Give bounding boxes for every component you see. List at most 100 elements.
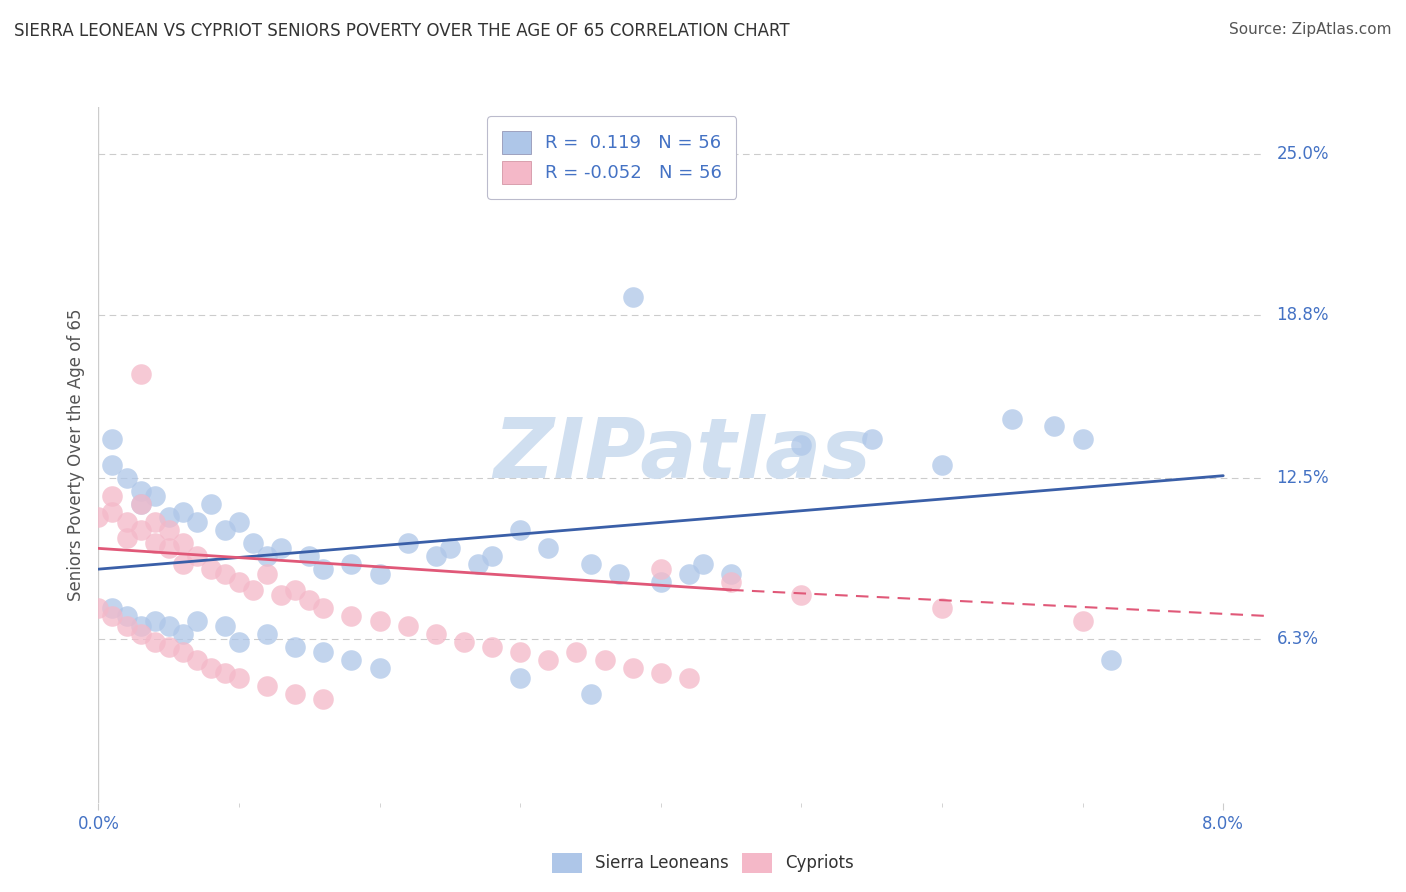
Point: [720, 575, 742, 590]
Point: [481, 640, 503, 654]
Point: [87, 601, 110, 615]
Point: [692, 557, 714, 571]
Point: [1001, 411, 1024, 425]
Y-axis label: Seniors Poverty Over the Age of 65: Seniors Poverty Over the Age of 65: [66, 309, 84, 601]
Point: [312, 562, 335, 576]
Point: [256, 627, 278, 641]
Point: [172, 557, 194, 571]
Text: ZIPatlas: ZIPatlas: [494, 415, 870, 495]
Point: [621, 661, 644, 675]
Point: [172, 505, 194, 519]
Point: [129, 497, 152, 511]
Point: [256, 679, 278, 693]
Text: SIERRA LEONEAN VS CYPRIOT SENIORS POVERTY OVER THE AGE OF 65 CORRELATION CHART: SIERRA LEONEAN VS CYPRIOT SENIORS POVERT…: [14, 22, 790, 40]
Text: 25.0%: 25.0%: [1277, 145, 1329, 162]
Point: [214, 567, 236, 582]
Point: [270, 541, 292, 556]
Point: [621, 289, 644, 303]
Point: [678, 567, 700, 582]
Point: [509, 523, 531, 537]
Point: [228, 516, 250, 530]
Point: [101, 505, 124, 519]
Text: Source: ZipAtlas.com: Source: ZipAtlas.com: [1229, 22, 1392, 37]
Point: [172, 627, 194, 641]
Point: [186, 549, 208, 564]
Point: [200, 562, 222, 576]
Point: [678, 671, 700, 685]
Point: [200, 661, 222, 675]
Point: [790, 437, 813, 451]
Point: [284, 640, 307, 654]
Point: [1099, 653, 1122, 667]
Point: [593, 653, 616, 667]
Point: [101, 608, 124, 623]
Point: [650, 562, 672, 576]
Text: 18.8%: 18.8%: [1277, 306, 1329, 324]
Point: [1071, 433, 1094, 447]
Point: [537, 541, 560, 556]
Point: [115, 531, 138, 545]
Point: [720, 567, 742, 582]
Point: [650, 575, 672, 590]
Point: [1071, 614, 1094, 628]
Point: [186, 653, 208, 667]
Point: [242, 536, 264, 550]
Point: [143, 614, 166, 628]
Point: [157, 640, 180, 654]
Point: [115, 608, 138, 623]
Point: [312, 645, 335, 659]
Point: [157, 523, 180, 537]
Point: [115, 619, 138, 633]
Legend: Sierra Leoneans, Cypriots: Sierra Leoneans, Cypriots: [546, 847, 860, 880]
Point: [607, 567, 630, 582]
Point: [214, 619, 236, 633]
Point: [312, 692, 335, 706]
Point: [298, 549, 321, 564]
Text: 12.5%: 12.5%: [1277, 469, 1329, 487]
Point: [340, 557, 363, 571]
Point: [129, 523, 152, 537]
Point: [242, 582, 264, 597]
Point: [931, 601, 953, 615]
Point: [143, 536, 166, 550]
Point: [425, 549, 447, 564]
Point: [157, 510, 180, 524]
Point: [396, 536, 419, 550]
Point: [87, 510, 110, 524]
Point: [396, 619, 419, 633]
Point: [439, 541, 461, 556]
Point: [481, 549, 503, 564]
Point: [256, 567, 278, 582]
Point: [214, 523, 236, 537]
Point: [228, 575, 250, 590]
Point: [368, 661, 391, 675]
Point: [467, 557, 489, 571]
Point: [101, 601, 124, 615]
Point: [340, 653, 363, 667]
Point: [340, 608, 363, 623]
Point: [509, 671, 531, 685]
Point: [101, 490, 124, 504]
Point: [157, 541, 180, 556]
Point: [101, 433, 124, 447]
Point: [509, 645, 531, 659]
Point: [298, 593, 321, 607]
Point: [650, 665, 672, 680]
Point: [579, 557, 602, 571]
Point: [143, 516, 166, 530]
Point: [579, 687, 602, 701]
Point: [860, 433, 883, 447]
Point: [270, 588, 292, 602]
Point: [284, 582, 307, 597]
Point: [453, 635, 475, 649]
Text: 6.3%: 6.3%: [1277, 631, 1319, 648]
Point: [256, 549, 278, 564]
Point: [790, 588, 813, 602]
Point: [115, 516, 138, 530]
Point: [157, 619, 180, 633]
Point: [425, 627, 447, 641]
Point: [368, 614, 391, 628]
Point: [312, 601, 335, 615]
Point: [129, 368, 152, 382]
Legend: R =  0.119   N = 56, R = -0.052   N = 56: R = 0.119 N = 56, R = -0.052 N = 56: [488, 116, 737, 199]
